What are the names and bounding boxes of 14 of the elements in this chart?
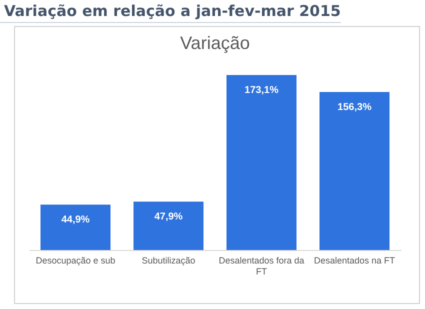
bar <box>40 204 110 250</box>
data-label: 156,3% <box>338 102 372 113</box>
bar <box>134 202 204 250</box>
data-label: 44,9% <box>61 214 90 226</box>
x-tick-label: Desocupação e sub <box>36 256 116 266</box>
data-label: 173,1% <box>244 85 279 96</box>
chart-title: Variação em relação a jan-fev-mar 2015 <box>0 0 341 23</box>
bar <box>320 92 390 250</box>
x-tick-label: Desalentados na FT <box>314 256 396 266</box>
x-tick-label: Subutilização <box>142 256 196 266</box>
x-tick-label: Desalentados fora da FT <box>218 256 304 276</box>
data-label: 47,9% <box>154 212 183 223</box>
bar <box>226 75 296 250</box>
chart-subtitle: Variação <box>180 33 250 53</box>
